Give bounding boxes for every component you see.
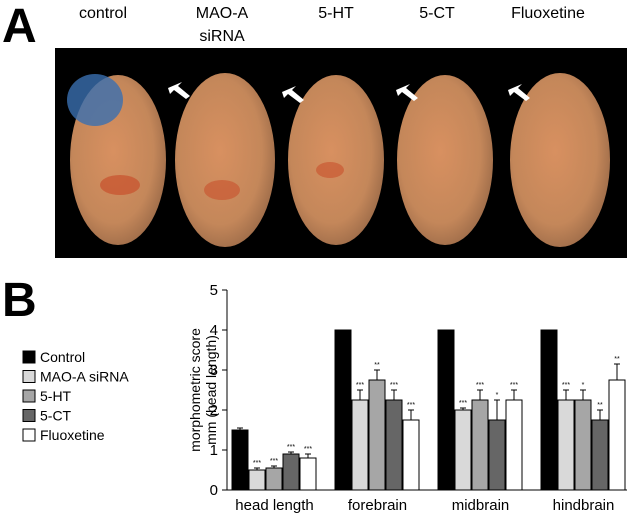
y-tick-label: 1 (210, 442, 218, 459)
bar (385, 399, 403, 491)
significance-label: * (582, 382, 585, 389)
column-label: 5-HT (318, 5, 354, 22)
significance-label: *** (510, 382, 518, 389)
bar (368, 379, 386, 491)
bar (608, 379, 626, 491)
significance-label: *** (476, 382, 484, 389)
bar (540, 329, 558, 491)
legend-label: Fluoxetine (40, 427, 105, 443)
bar (351, 399, 369, 491)
y-tick-label: 3 (210, 362, 218, 379)
bar (488, 419, 506, 491)
bar (282, 453, 300, 491)
legend-swatch (22, 370, 36, 383)
legend-swatch (22, 389, 36, 403)
y-tick-label: 5 (210, 282, 218, 299)
panel-label: B (2, 274, 37, 327)
bar (505, 399, 523, 491)
bar (248, 469, 266, 491)
column-label: siRNA (199, 28, 245, 45)
bar (265, 467, 283, 491)
significance-label: ** (374, 362, 380, 369)
bar (402, 419, 420, 491)
significance-label: * (496, 392, 499, 399)
y-axis-label: morphometric score (187, 328, 203, 452)
y-tick-label: 4 (210, 322, 218, 339)
legend-label: MAO-A siRNA (40, 369, 129, 385)
significance-label: *** (356, 382, 364, 389)
y-tick-label: 2 (210, 402, 218, 419)
bar (454, 409, 472, 491)
panel-label: A (2, 0, 37, 53)
x-tick-label: head length (235, 497, 313, 514)
x-tick-label: hindbrain (553, 497, 615, 514)
x-tick-label: midbrain (452, 497, 510, 514)
legend-swatch (22, 350, 36, 364)
bar (299, 457, 317, 491)
significance-label: *** (407, 402, 415, 409)
legend-swatch (22, 428, 36, 442)
significance-label: *** (304, 446, 312, 453)
significance-label: *** (459, 400, 467, 407)
embryo-photo (67, 73, 610, 247)
column-label: MAO-A (196, 5, 249, 22)
legend-label: 5-CT (40, 408, 72, 424)
significance-label: *** (390, 382, 398, 389)
x-tick-label: forebrain (348, 497, 407, 514)
significance-label: ** (597, 402, 603, 409)
bar (334, 329, 352, 491)
y-tick-label: 0 (210, 482, 218, 499)
bar (591, 419, 609, 491)
significance-label: *** (562, 382, 570, 389)
y-axis-label: mm (head length) (203, 335, 219, 445)
bar (557, 399, 575, 491)
column-label: Fluoxetine (511, 5, 585, 22)
column-label: control (79, 5, 127, 22)
column-label: 5-CT (419, 5, 455, 22)
significance-label: ** (614, 356, 620, 363)
legend-label: 5-HT (40, 388, 72, 404)
bar (231, 429, 249, 491)
bar (471, 399, 489, 491)
significance-label: *** (270, 458, 278, 465)
significance-label: *** (253, 460, 261, 467)
legend-swatch (22, 409, 36, 422)
bar (574, 399, 592, 491)
significance-label: *** (287, 444, 295, 451)
bar (437, 329, 455, 491)
legend-label: Control (40, 349, 85, 365)
